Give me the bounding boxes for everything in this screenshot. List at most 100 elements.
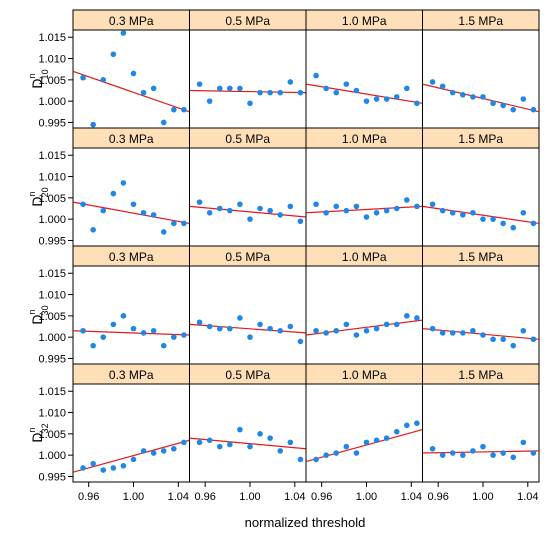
- row-label-sup: n: [27, 73, 37, 78]
- point: [237, 85, 243, 92]
- panel: [422, 265, 540, 365]
- point: [480, 332, 486, 338]
- point: [110, 321, 117, 328]
- point: [216, 443, 223, 450]
- point: [257, 205, 263, 212]
- row-label-sub: 30: [40, 305, 50, 315]
- row-label-sub: 32: [40, 423, 50, 433]
- strip-label: 0.3 MPa: [109, 250, 154, 264]
- point: [100, 334, 107, 340]
- point: [227, 85, 233, 92]
- point: [150, 450, 157, 456]
- point: [363, 214, 370, 220]
- point: [247, 100, 253, 107]
- point: [313, 327, 319, 334]
- point: [130, 325, 137, 332]
- point: [277, 212, 284, 218]
- point: [363, 439, 370, 446]
- strip-label: 1.5 MPa: [458, 14, 503, 28]
- y-tick-label: 0.995: [38, 117, 66, 129]
- y-tick-label: 1.005: [38, 75, 66, 87]
- point: [297, 338, 304, 345]
- point: [277, 89, 284, 96]
- point: [404, 422, 410, 429]
- strip-label: 1.5 MPa: [458, 368, 503, 382]
- point: [449, 450, 456, 456]
- panel: [422, 383, 540, 483]
- point: [267, 325, 273, 332]
- x-tick-label: 0.96: [78, 491, 99, 503]
- fit-line: [72, 330, 190, 336]
- point: [171, 106, 177, 113]
- y-tick-label: 0.995: [38, 235, 66, 247]
- fit-line: [72, 70, 190, 113]
- point: [80, 201, 86, 208]
- strip-label: 0.3 MPa: [109, 132, 154, 146]
- point: [414, 100, 420, 107]
- point: [393, 94, 400, 100]
- point: [363, 98, 370, 104]
- point: [90, 121, 96, 128]
- point: [150, 327, 157, 334]
- strip-label: 1.0 MPa: [342, 14, 387, 28]
- point: [333, 89, 340, 96]
- point: [90, 342, 96, 349]
- fit-line: [189, 205, 307, 218]
- fit-line: [305, 205, 423, 214]
- point: [373, 437, 380, 444]
- point: [500, 450, 506, 456]
- point: [520, 96, 527, 102]
- point: [530, 106, 537, 113]
- point: [439, 452, 446, 458]
- point: [100, 467, 107, 473]
- point: [181, 439, 187, 446]
- point: [150, 212, 157, 218]
- x-tick-label: 1.00: [239, 491, 260, 503]
- point: [287, 203, 294, 210]
- point: [110, 190, 117, 197]
- point: [287, 79, 294, 85]
- point: [460, 330, 466, 336]
- point: [383, 321, 390, 328]
- x-tick-label: 1.04: [517, 491, 538, 503]
- point: [247, 443, 253, 450]
- point: [449, 209, 456, 216]
- point: [313, 201, 319, 208]
- point: [80, 74, 86, 81]
- point: [470, 94, 476, 100]
- panel: [189, 265, 307, 365]
- point: [313, 456, 319, 463]
- y-tick-label: 1.005: [38, 311, 66, 323]
- point: [393, 321, 400, 328]
- fit-line: [305, 429, 423, 463]
- point: [414, 203, 420, 210]
- point: [100, 207, 107, 214]
- point: [140, 330, 147, 336]
- panel: [189, 29, 307, 129]
- point: [449, 89, 456, 96]
- point: [206, 209, 213, 216]
- point: [110, 51, 117, 58]
- point: [333, 203, 340, 210]
- panel: [72, 29, 190, 129]
- y-tick-label: 1.000: [38, 96, 66, 108]
- point: [353, 87, 360, 94]
- point: [297, 456, 304, 463]
- point: [429, 445, 436, 452]
- point: [181, 332, 187, 338]
- panel: [72, 265, 190, 365]
- point: [196, 199, 203, 205]
- point: [500, 336, 506, 343]
- point: [510, 106, 517, 113]
- point: [206, 323, 213, 330]
- panel: [422, 29, 540, 129]
- point: [404, 313, 410, 319]
- point: [510, 454, 517, 461]
- point: [267, 207, 273, 214]
- point: [323, 85, 329, 92]
- y-tick-label: 1.010: [38, 408, 66, 420]
- point: [429, 201, 436, 208]
- point: [480, 94, 486, 100]
- point: [480, 443, 486, 450]
- point: [227, 207, 233, 214]
